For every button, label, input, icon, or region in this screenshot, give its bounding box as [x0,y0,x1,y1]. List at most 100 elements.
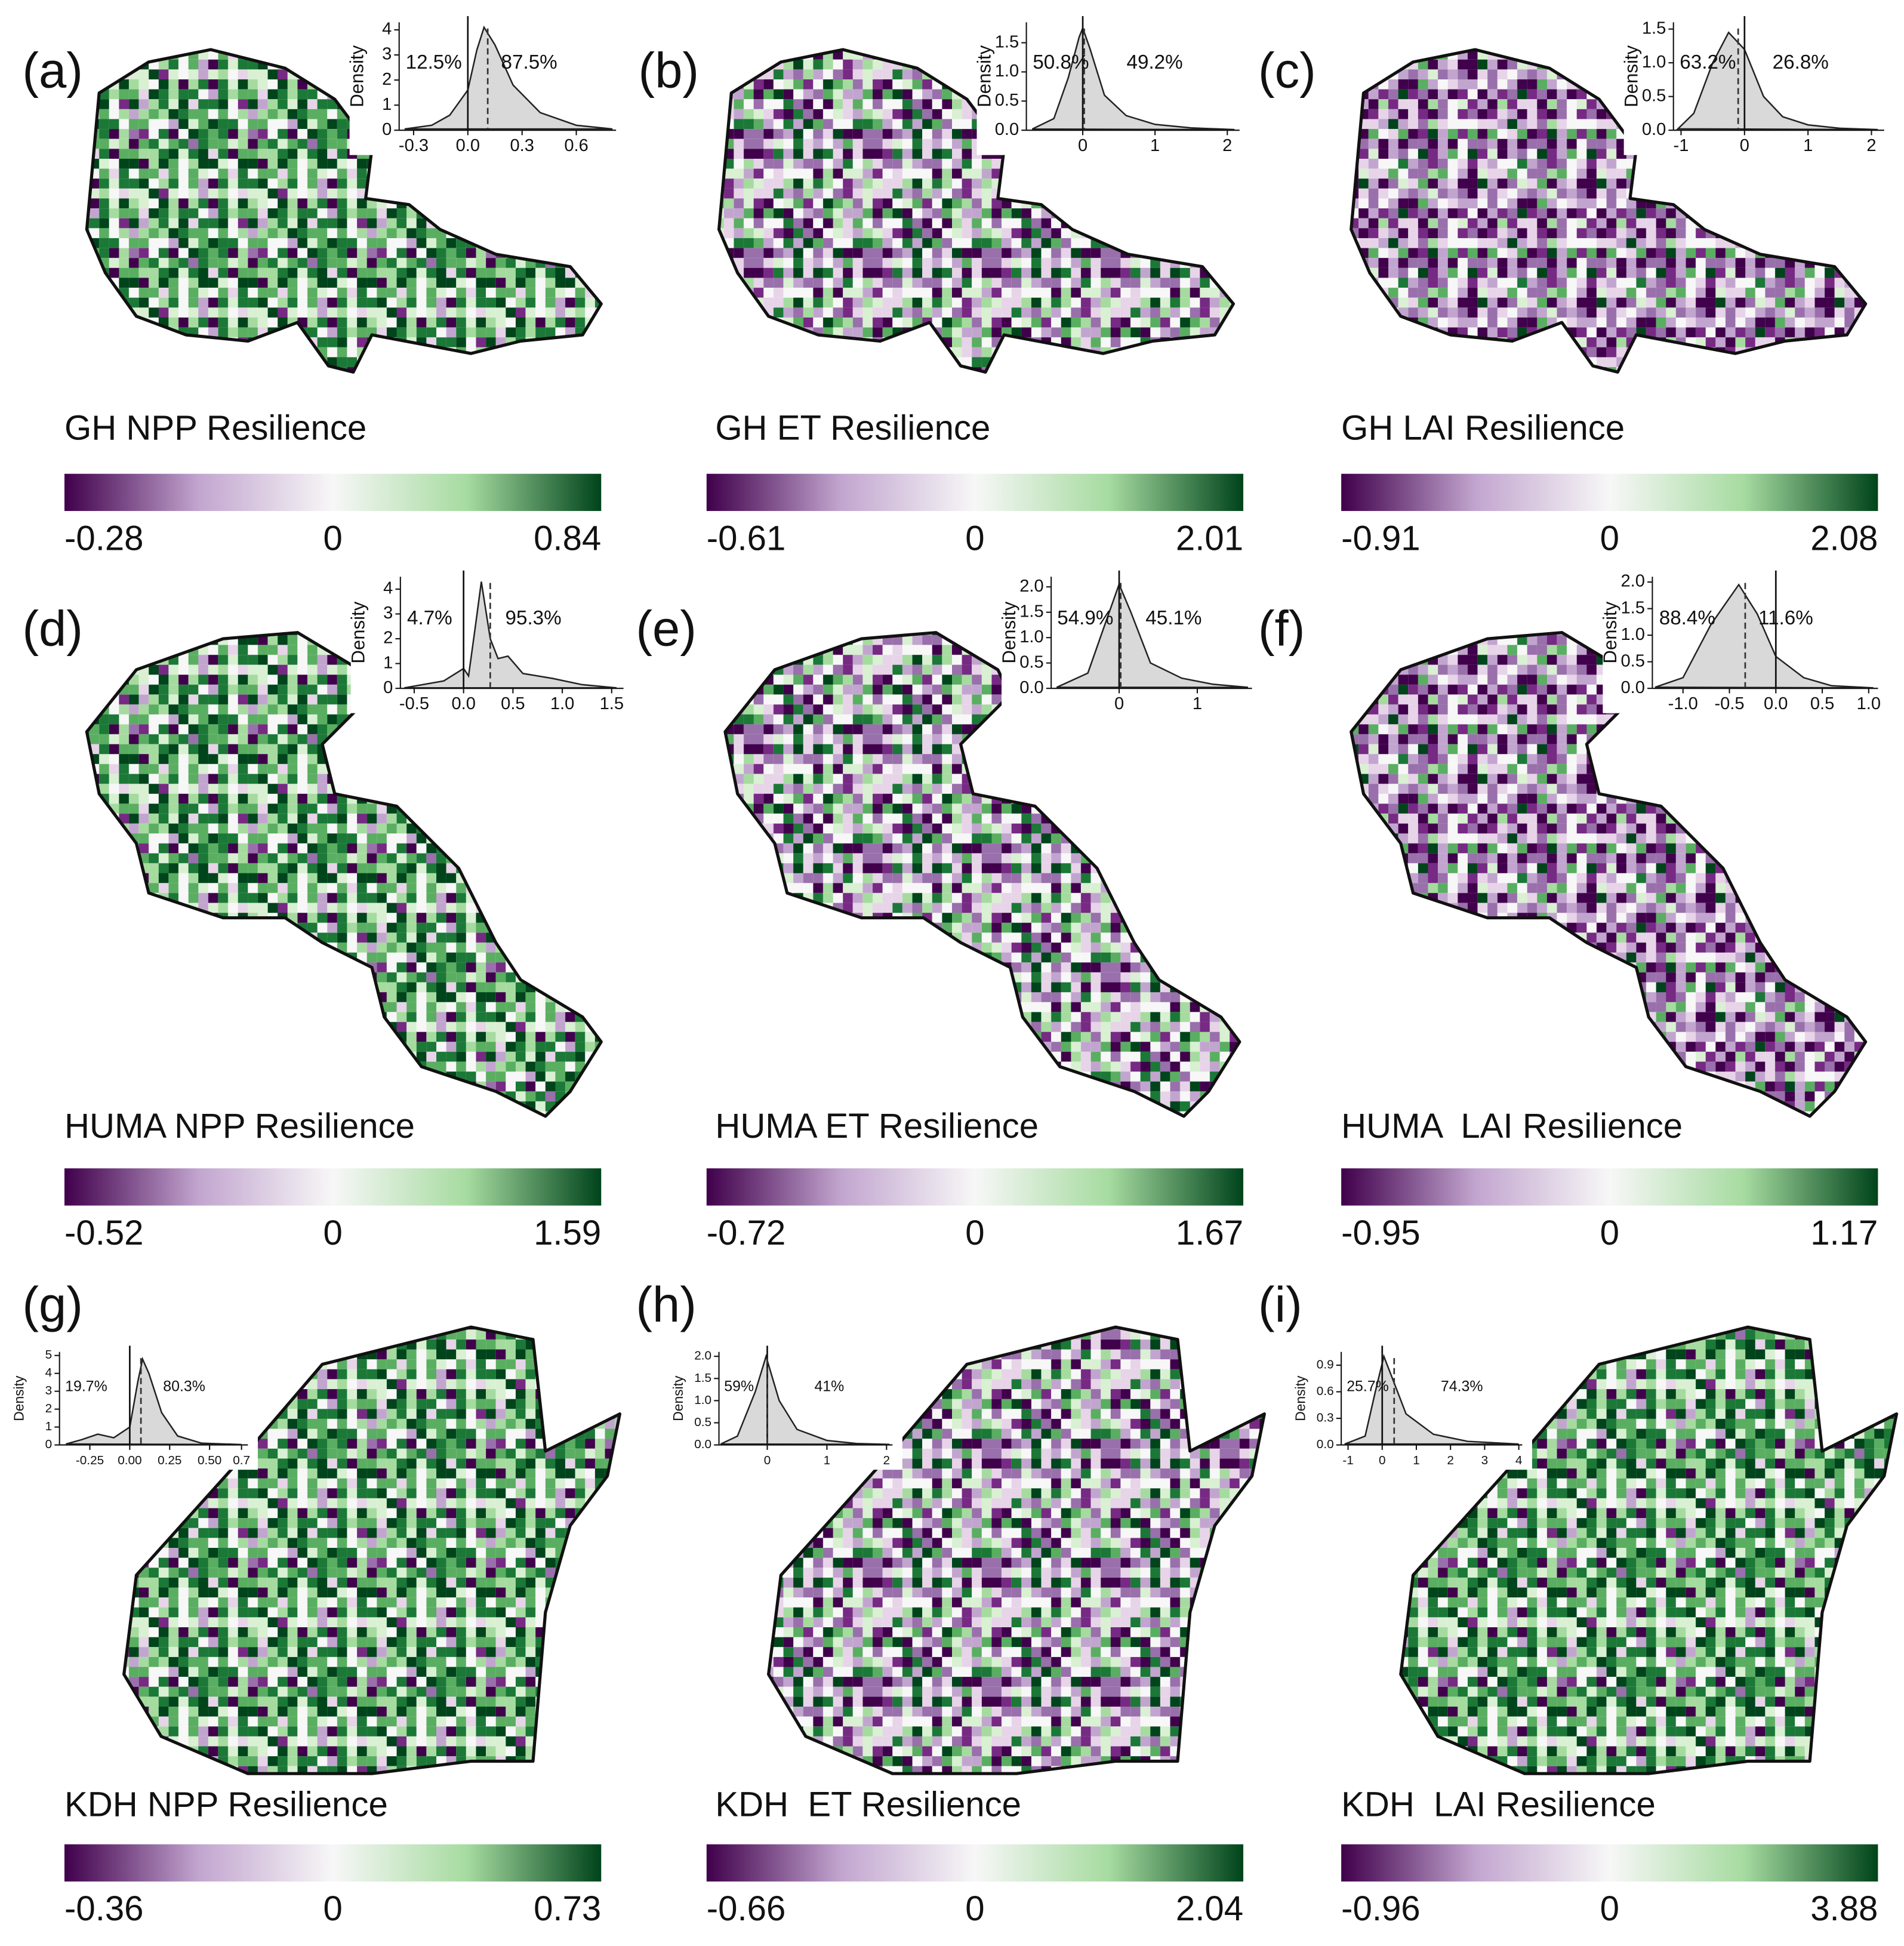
y-tick-label: 1 [45,1420,53,1433]
density-curve [66,1356,242,1446]
y-tick-label: 1.0 [1642,53,1666,72]
y-tick-label: 0.0 [1642,120,1666,139]
colorbar-label: 0 [1600,1889,1619,1928]
colorbar-label: 0 [323,1889,342,1928]
share-label: 45.1% [1145,607,1201,629]
colorbar-label: 0 [323,519,342,558]
y-tick-label: 0.0 [995,120,1019,139]
x-tick-label: 0.7 [233,1454,250,1467]
y-tick-label: 0.0 [694,1437,711,1451]
map-region [767,1325,1266,1775]
map-region [122,1325,622,1775]
map-region [1350,48,1868,374]
inset-background [1292,1342,1532,1470]
y-tick-label: 0.5 [995,91,1019,110]
y-tick-label: 5 [45,1348,53,1362]
colorbar [64,1844,602,1882]
colorbar-label: 1.67 [1176,1214,1243,1252]
x-tick-label: -1 [1342,1454,1353,1467]
x-tick-label: 1 [1150,136,1160,155]
y-axis-label: Density [973,45,994,107]
colorbar-label: 0 [965,519,984,558]
y-axis-label: Density [1293,1375,1308,1421]
colorbar [64,1168,602,1206]
x-tick-label: 2 [1447,1454,1454,1467]
panel-title: KDH NPP Resilience [64,1785,388,1824]
share-label: 50.8% [1033,51,1089,73]
share-label: 26.8% [1773,51,1829,73]
x-tick-label: 4 [1515,1454,1523,1467]
y-tick-label: 0.0 [1621,678,1645,697]
x-tick-label: -0.5 [1714,694,1744,713]
colorbar [1341,1168,1878,1206]
density-curve [1344,1354,1519,1445]
colorbar-label: 2.01 [1176,519,1243,558]
colorbar-label: 2.08 [1810,519,1878,558]
share-label: 12.5% [406,51,462,73]
y-tick-label: 1.0 [995,61,1019,81]
x-tick-label: 2 [1222,136,1232,155]
x-tick-label: 0.0 [1764,694,1788,713]
panel-label: (h) [636,1277,697,1332]
colorbar-label: -0.28 [64,519,144,558]
panel-label: (c) [1258,43,1316,98]
colorbar-label: 0.84 [534,519,601,558]
y-tick-label: 4 [382,20,392,39]
y-tick-label: 1.0 [1019,627,1043,646]
share-label: 49.2% [1126,51,1182,73]
y-tick-label: 2.0 [694,1349,711,1363]
colorbar-label: 3.88 [1810,1889,1878,1928]
x-tick-label: 0 [1379,1454,1386,1467]
x-tick-label: 1 [1193,694,1202,713]
y-tick-label: 1.5 [995,32,1019,51]
y-tick-label: 0.9 [1317,1357,1334,1371]
x-tick-label: -0.3 [399,136,429,155]
map-region [1399,1325,1899,1775]
y-tick-label: 1.5 [1642,19,1666,38]
colorbar-label: 0 [965,1889,984,1928]
share-label: 11.6% [1758,607,1813,629]
colorbar-label: -0.36 [64,1889,144,1928]
x-tick-label: 0.0 [456,136,480,155]
x-tick-label: -1.0 [1668,694,1698,713]
panel-label: (e) [636,601,697,657]
share-label: 74.3% [1441,1378,1483,1395]
panel-title: HUMA LAI Resilience [1341,1107,1683,1146]
colorbar-label: 2.04 [1176,1889,1243,1928]
share-label: 41% [814,1378,844,1395]
colorbar [1341,1844,1878,1882]
map-region [85,48,603,374]
x-tick-label: 0 [1114,694,1124,713]
share-label: 87.5% [501,51,557,73]
y-tick-label: 0.5 [1019,652,1043,672]
x-tick-label: 1.5 [600,694,624,713]
y-axis-label: Density [348,601,369,663]
x-tick-label: 2 [1866,136,1876,155]
colorbar-label: -0.72 [707,1214,786,1252]
colorbar-label: 0.73 [534,1889,601,1928]
y-tick-label: 2.0 [1019,577,1043,596]
y-axis-label: Density [999,601,1019,663]
x-tick-label: 1 [1803,136,1813,155]
y-tick-label: 0.6 [1317,1384,1334,1398]
share-label: 80.3% [163,1378,205,1395]
x-tick-label: 0.50 [198,1454,221,1467]
x-tick-label: 1.0 [550,694,574,713]
y-tick-label: 1 [383,653,393,672]
panel-title: GH NPP Resilience [64,408,366,447]
x-tick-label: -1 [1674,136,1689,155]
x-tick-label: -0.25 [76,1454,104,1467]
share-label: 4.7% [407,607,452,629]
colorbar-label: -0.96 [1341,1889,1421,1928]
density-curve [404,25,613,130]
y-tick-label: 1.0 [1621,625,1645,644]
colorbar-label: 0 [965,1214,984,1252]
colorbar-label: 0 [1600,519,1619,558]
panel-label: (d) [22,601,83,657]
y-tick-label: 2.0 [1621,572,1645,591]
panel-label: (i) [1258,1277,1302,1332]
colorbar-label: 0 [323,1214,342,1252]
colorbar-label: -0.52 [64,1214,144,1252]
y-tick-label: 4 [45,1366,53,1380]
